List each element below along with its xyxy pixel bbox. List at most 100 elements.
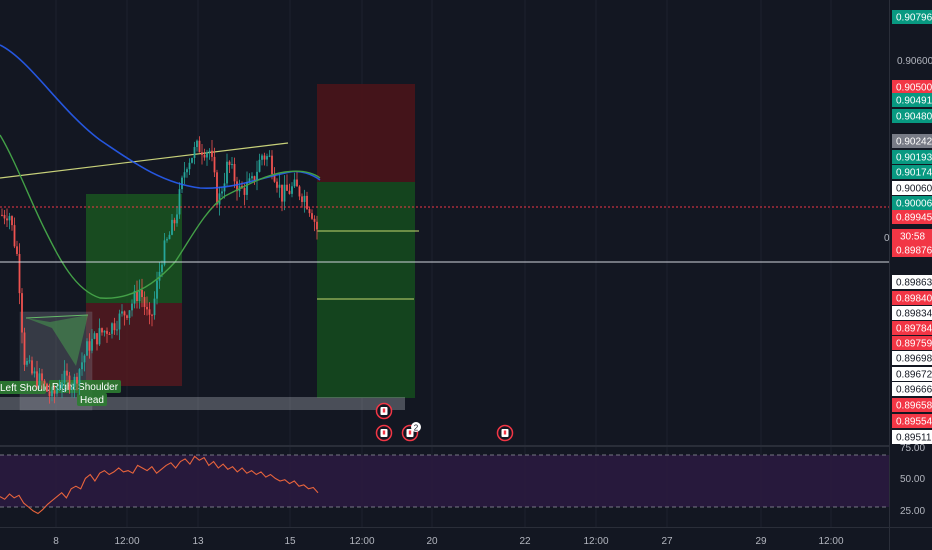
candle xyxy=(41,368,43,390)
candle-body xyxy=(311,213,313,219)
price-tag: 0.89876 xyxy=(892,243,932,257)
candle-body xyxy=(258,159,261,172)
candle xyxy=(43,379,46,387)
candle-body xyxy=(201,152,203,155)
candle-body xyxy=(188,162,191,170)
candle xyxy=(206,149,208,166)
candle-body xyxy=(308,209,311,214)
candle-body xyxy=(76,376,78,384)
candle xyxy=(118,309,121,341)
ma-green xyxy=(0,134,321,299)
candle xyxy=(116,320,118,336)
candle-body xyxy=(248,178,251,183)
event-markers[interactable]: 2 xyxy=(375,402,514,442)
price-tag: 0.89834 xyxy=(892,306,932,320)
candle xyxy=(23,327,26,372)
candle-body xyxy=(16,246,18,254)
candle xyxy=(311,209,313,220)
event-canada-1-flag-mark xyxy=(382,408,386,413)
candle xyxy=(163,232,166,267)
candle-body xyxy=(88,341,91,351)
candle-body xyxy=(46,383,48,392)
price-tag: 0.90006 xyxy=(892,196,932,210)
event-count-text: 2 xyxy=(414,424,419,433)
time-axis-label: 22 xyxy=(519,536,531,547)
candle xyxy=(211,139,213,162)
candle-body xyxy=(13,225,16,247)
candle xyxy=(288,183,291,195)
price-tags: 0.90796 0.90500 0.90491 0.90480 0.90242 0.901… xyxy=(892,10,932,444)
event-canada-3-flag-mark xyxy=(503,430,507,435)
candle-body xyxy=(126,315,128,318)
candle xyxy=(28,355,31,364)
price-tag: 0.90491 xyxy=(892,93,932,107)
time-axis-label: 12:00 xyxy=(349,536,374,547)
candle xyxy=(173,217,176,231)
time-axis-label: 8 xyxy=(53,536,59,547)
candle-body xyxy=(51,390,53,397)
candle-body xyxy=(276,181,278,188)
candle-body xyxy=(58,388,61,390)
price-tag: 0.89511 xyxy=(892,430,932,444)
head-label-text: Head xyxy=(80,395,104,406)
price-tag-text: 0.89554 xyxy=(896,417,932,428)
left-shoulder-bg xyxy=(0,381,46,394)
candle-body xyxy=(186,169,188,173)
candle xyxy=(188,158,191,175)
event-australia[interactable] xyxy=(375,424,393,442)
price-tag: 0.89784 xyxy=(892,321,932,335)
moving-averages xyxy=(0,44,321,299)
rsi-line xyxy=(0,455,319,515)
short-target-zone xyxy=(317,182,415,398)
countdown-bg xyxy=(892,229,932,243)
candle xyxy=(151,313,153,327)
time-axis-label: 15 xyxy=(284,536,296,547)
candle-body xyxy=(136,290,138,301)
candle xyxy=(1,208,3,217)
event-canada-1[interactable] xyxy=(375,402,393,420)
candle-body xyxy=(11,216,13,226)
candle-body xyxy=(56,389,58,394)
candle-body xyxy=(263,155,266,160)
candle-body xyxy=(98,328,101,345)
candle-body xyxy=(256,171,258,181)
price-tag-text: 0.89834 xyxy=(896,309,932,320)
candle-body xyxy=(156,280,158,299)
candle xyxy=(121,304,123,317)
candle xyxy=(156,271,158,305)
pane-separator xyxy=(0,445,889,447)
candle-body xyxy=(278,184,281,188)
candle-body xyxy=(53,390,56,394)
candle xyxy=(208,148,211,160)
price-tag-text: 0.89784 xyxy=(896,324,932,335)
candle xyxy=(53,385,56,404)
candle xyxy=(18,243,21,305)
candle-body xyxy=(208,150,211,153)
candle-body xyxy=(68,375,71,390)
candle xyxy=(11,215,13,231)
candle-body xyxy=(193,147,196,158)
time-axis-label: 29 xyxy=(755,536,767,547)
event-canada-3[interactable] xyxy=(496,424,514,442)
countdown-tag: 30:58 xyxy=(892,229,932,243)
candle-body xyxy=(273,174,276,182)
candle xyxy=(261,153,263,166)
candle xyxy=(6,208,8,228)
candle xyxy=(93,331,96,340)
candle-body xyxy=(176,214,178,224)
rsi-pane[interactable] xyxy=(0,454,889,515)
candle-body xyxy=(66,370,68,376)
price-tag-bg xyxy=(892,10,932,24)
price-tag-text: 0.90242 xyxy=(896,137,932,148)
candle-body xyxy=(6,218,8,221)
candle xyxy=(291,182,293,198)
candle-body xyxy=(93,333,96,339)
candle-body xyxy=(41,373,43,381)
price-tag-bg xyxy=(892,291,932,305)
price-tag-text: 0.90060 xyxy=(896,184,932,195)
candle-body xyxy=(108,333,111,335)
candle-body xyxy=(36,371,38,387)
candle-body xyxy=(48,391,51,397)
candle xyxy=(168,231,171,240)
